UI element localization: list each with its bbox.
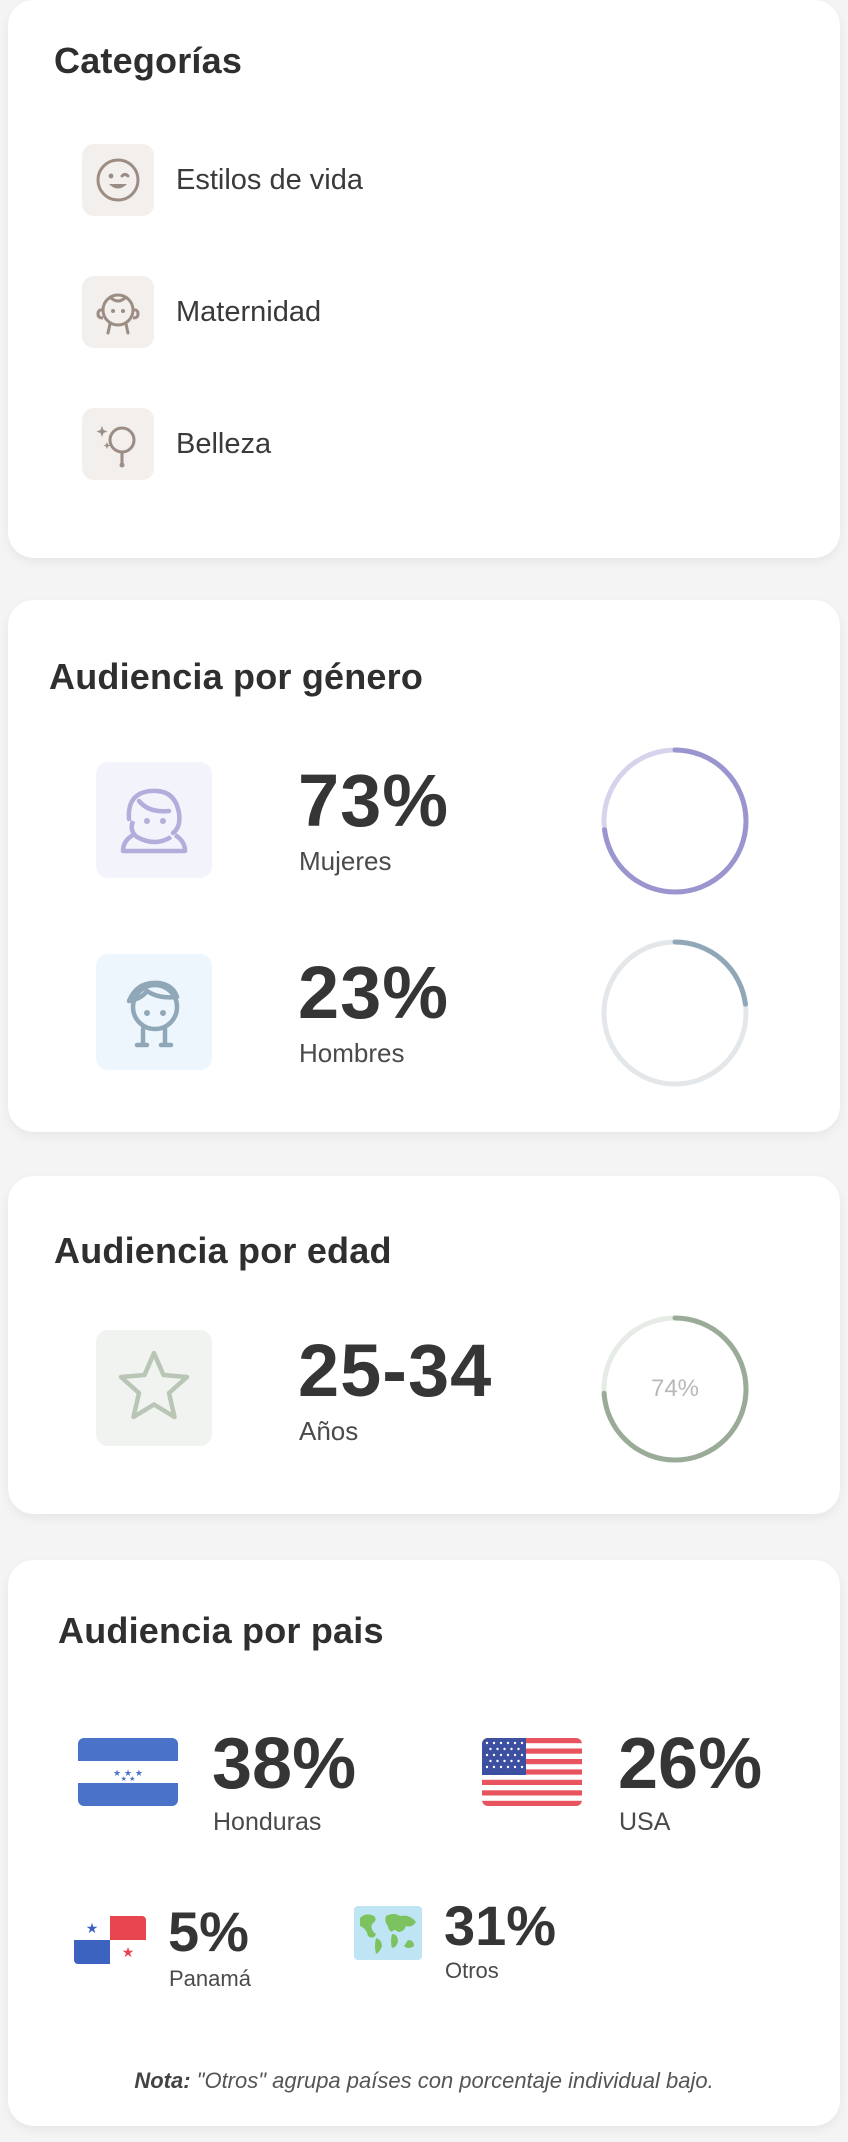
panama-flag-icon: ★ ★ bbox=[74, 1916, 146, 1964]
svg-text:★ ★: ★ ★ bbox=[121, 1775, 136, 1783]
men-ring bbox=[601, 939, 749, 1087]
age-card: Audiencia por edad 25-34 Años 74% bbox=[8, 1176, 840, 1514]
usa-label: USA bbox=[619, 1808, 671, 1836]
svg-text:★ ★ ★: ★ ★ ★ bbox=[113, 1769, 143, 1779]
honduras-label: Honduras bbox=[213, 1808, 322, 1836]
honduras-flag-icon: ★ ★ ★ ★ ★ bbox=[78, 1738, 178, 1806]
others-label: Otros bbox=[445, 1958, 499, 1983]
category-label: Maternidad bbox=[176, 295, 322, 328]
age-ring: 74% bbox=[598, 1312, 752, 1466]
category-item-maternity[interactable]: Maternidad bbox=[82, 276, 321, 348]
panama-percent: 5% bbox=[168, 1900, 249, 1963]
country-title: Audiencia por pais bbox=[58, 1610, 384, 1651]
country-card: Audiencia por pais ★ ★ ★ ★ ★ 38% Hondura… bbox=[8, 1560, 840, 2126]
world-map-icon bbox=[354, 1906, 422, 1960]
panama-label: Panamá bbox=[169, 1966, 251, 1991]
men-label: Hombres bbox=[299, 1038, 405, 1068]
country-note: Nota: "Otros" agrupa países con porcenta… bbox=[8, 2068, 840, 2094]
categories-title: Categorías bbox=[54, 40, 243, 81]
age-ring-text: 74% bbox=[650, 1375, 700, 1402]
svg-text:★: ★ bbox=[122, 1945, 135, 1961]
others-percent: 31% bbox=[444, 1894, 557, 1957]
category-label: Estilos de vida bbox=[176, 163, 363, 196]
women-percent: 73% bbox=[298, 759, 450, 842]
usa-flag-icon bbox=[482, 1738, 582, 1806]
beauty-mirror-icon bbox=[82, 408, 154, 480]
star-icon bbox=[96, 1330, 212, 1446]
usa-percent: 26% bbox=[618, 1724, 763, 1804]
age-label: Años bbox=[299, 1416, 359, 1446]
baby-icon bbox=[82, 276, 154, 348]
women-label: Mujeres bbox=[299, 846, 392, 876]
category-item-lifestyle[interactable]: Estilos de vida bbox=[82, 144, 363, 216]
woman-icon bbox=[96, 762, 212, 878]
man-icon bbox=[96, 954, 212, 1070]
men-percent: 23% bbox=[298, 951, 450, 1034]
note-text: "Otros" agrupa países con porcentaje ind… bbox=[190, 2068, 714, 2093]
categories-card: Categorías Estilos de vida Materni bbox=[8, 0, 840, 558]
svg-text:★: ★ bbox=[86, 1921, 99, 1937]
age-title: Audiencia por edad bbox=[54, 1230, 392, 1271]
category-label: Belleza bbox=[176, 427, 272, 460]
category-item-beauty[interactable]: Belleza bbox=[82, 408, 271, 480]
gender-card: Audiencia por género 73% Mujeres 23% Hom… bbox=[8, 600, 840, 1132]
honduras-percent: 38% bbox=[212, 1724, 357, 1804]
smile-face-icon bbox=[82, 144, 154, 216]
age-range: 25-34 bbox=[298, 1329, 493, 1412]
note-prefix: Nota: bbox=[134, 2068, 191, 2093]
women-ring bbox=[601, 747, 749, 895]
gender-title: Audiencia por género bbox=[49, 656, 424, 697]
